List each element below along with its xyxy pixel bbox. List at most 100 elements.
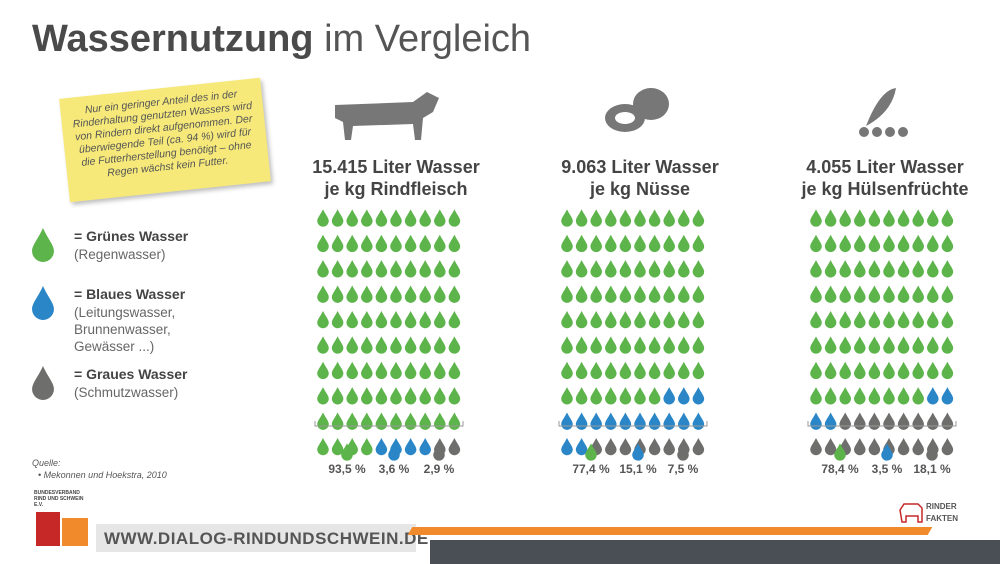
drop-green — [810, 387, 822, 405]
drop-green — [854, 387, 866, 405]
drop-green — [663, 361, 675, 380]
drop-green — [448, 336, 461, 354]
footer-url-link[interactable]: WWW.DIALOG-RINDUNDSCHWEIN.DE — [104, 529, 429, 548]
drop-green — [941, 260, 954, 278]
drop-gray — [912, 412, 924, 430]
drop-green — [897, 209, 910, 227]
drop-green — [605, 285, 617, 303]
source-title: Quelle: — [32, 458, 61, 468]
drop-blue — [575, 412, 588, 430]
drop-green — [810, 234, 822, 253]
drop-green — [941, 361, 954, 380]
drop-green — [883, 310, 895, 329]
drop-green — [897, 387, 910, 405]
drop-green — [912, 336, 924, 354]
drop-green — [361, 437, 373, 456]
drop-green — [561, 260, 573, 278]
drop-green — [912, 285, 924, 303]
drop-green — [619, 260, 632, 278]
drop-green — [663, 336, 675, 354]
legend-title-green: = Grünes Wasser — [74, 228, 189, 244]
drop-blue — [419, 437, 431, 456]
drop-green — [590, 285, 602, 303]
pea-shape — [872, 127, 882, 137]
title-bold: Wassernutzung — [32, 18, 314, 60]
pea-pod-icon — [859, 88, 908, 137]
drop-green — [331, 209, 344, 227]
drop-blue — [648, 412, 661, 430]
chart-heading-nuts: 9.063 Liter Wasser je kg Nüsse — [540, 156, 740, 200]
drop-green — [678, 336, 690, 354]
drop-green — [941, 336, 954, 354]
drop-green — [361, 260, 373, 278]
drop-green — [824, 209, 837, 227]
drop-green — [839, 285, 851, 303]
drop-green — [692, 310, 705, 329]
drop-green — [854, 336, 866, 354]
drop-green — [663, 285, 675, 303]
drop-green — [883, 234, 895, 253]
drop-green — [331, 285, 344, 303]
drop-green — [575, 209, 588, 227]
drop-green — [404, 209, 417, 227]
drop-green — [927, 260, 939, 278]
legend-title-gray: = Graues Wasser — [74, 366, 188, 382]
drop-green — [590, 361, 602, 380]
drop-green — [605, 310, 617, 329]
legend-title-blue: = Blaues Wasser — [74, 286, 186, 302]
drop-green — [317, 361, 329, 380]
drop-green — [575, 310, 588, 329]
drop-green — [448, 310, 461, 329]
drop-green — [605, 336, 617, 354]
drop-gray — [824, 437, 837, 456]
drop-green — [346, 285, 358, 303]
drop-green — [448, 387, 461, 405]
drop-gray — [663, 437, 675, 456]
drop-green — [634, 361, 646, 380]
drop-blue — [375, 437, 388, 456]
drop-green — [434, 285, 446, 303]
percent-label-blue: 3,5 % — [872, 462, 903, 476]
drop-green — [331, 336, 344, 354]
drop-green — [692, 260, 705, 278]
drop-green — [448, 209, 461, 227]
summary-drop-green — [834, 443, 846, 461]
green-drop-icon — [32, 228, 54, 262]
drop-green — [912, 387, 924, 405]
chart-heading-beef: 15.415 Liter Wasser je kg Rindfleisch — [296, 156, 496, 200]
drop-gray — [912, 437, 924, 456]
drop-green — [839, 260, 851, 278]
drop-blue — [692, 387, 705, 405]
drop-green — [361, 361, 373, 380]
drop-green — [648, 209, 661, 227]
drop-green — [361, 412, 373, 430]
drop-green — [561, 209, 573, 227]
drop-green — [868, 209, 881, 227]
drop-green — [404, 234, 417, 253]
drop-green — [575, 361, 588, 380]
drop-green — [419, 209, 431, 227]
drop-green — [605, 234, 617, 253]
title-light: im Vergleich — [324, 18, 532, 60]
drop-green — [404, 260, 417, 278]
drop-green — [927, 285, 939, 303]
drop-green — [561, 336, 573, 354]
drop-green — [361, 234, 373, 253]
drop-gray — [897, 437, 910, 456]
summary-drop-green — [341, 443, 353, 461]
drop-green — [692, 361, 705, 380]
rinderfakten-logo: RINDER FAKTEN — [898, 494, 968, 534]
drop-green — [854, 209, 866, 227]
drop-green — [648, 387, 661, 405]
drop-green — [941, 310, 954, 329]
drop-green — [810, 361, 822, 380]
drop-green — [361, 387, 373, 405]
chart-heading-beef-line2: je kg Rindfleisch — [324, 179, 468, 199]
drop-green — [692, 285, 705, 303]
drop-green — [839, 336, 851, 354]
drop-green — [390, 361, 402, 380]
drop-green — [883, 260, 895, 278]
summary-drop-green — [585, 443, 597, 461]
drop-green — [883, 361, 895, 380]
